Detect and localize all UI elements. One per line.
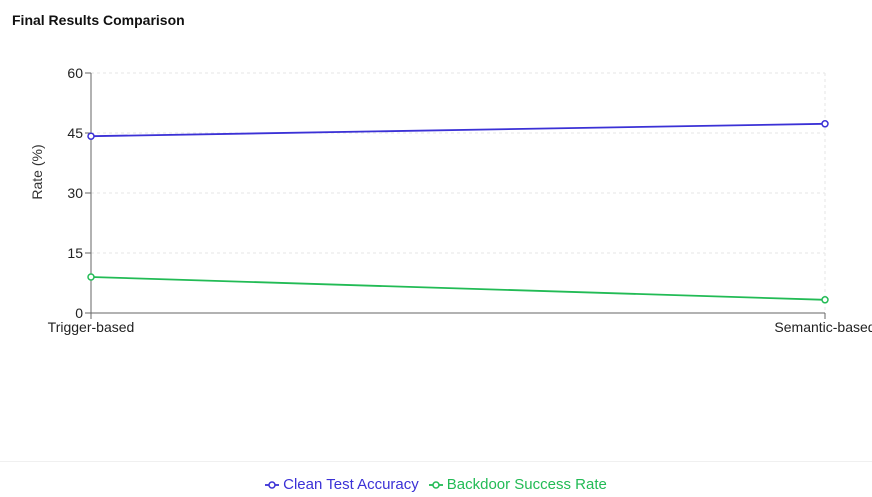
data-point [87, 132, 95, 140]
y-axis-label: Rate (%) [29, 144, 45, 199]
series-line [90, 276, 826, 301]
y-tick-label: 0 [75, 305, 83, 321]
data-point [87, 273, 95, 281]
legend-line-icon [428, 480, 443, 489]
axes: 0 15 30 45 60 Trigger-based Semantic-based [48, 65, 872, 335]
y-tick-label: 45 [67, 125, 83, 141]
grid-lines [90, 72, 826, 314]
series-line [90, 122, 826, 138]
y-tick-label: 15 [67, 245, 83, 261]
y-tick-label: 30 [67, 185, 83, 201]
x-tick-label: Trigger-based [48, 319, 135, 335]
legend-divider [0, 461, 872, 462]
series-layer [87, 120, 829, 304]
legend-item: Clean Test Accuracy [265, 476, 419, 493]
legend-label: Clean Test Accuracy [283, 476, 419, 493]
data-point [821, 120, 829, 128]
legend-line-icon [265, 480, 280, 489]
data-point [821, 296, 829, 304]
legend-item: Backdoor Success Rate [428, 476, 607, 493]
legend-label: Backdoor Success Rate [446, 476, 607, 493]
chart-title: Final Results Comparison [12, 12, 185, 28]
line-chart: 0 15 30 45 60 Trigger-based Semantic-based Rat… [29, 65, 872, 335]
x-tick-label: Semantic-based [774, 319, 872, 335]
y-tick-label: 60 [67, 65, 83, 81]
legend: Clean Test Accuracy Backdoor Success Rate [0, 476, 872, 493]
